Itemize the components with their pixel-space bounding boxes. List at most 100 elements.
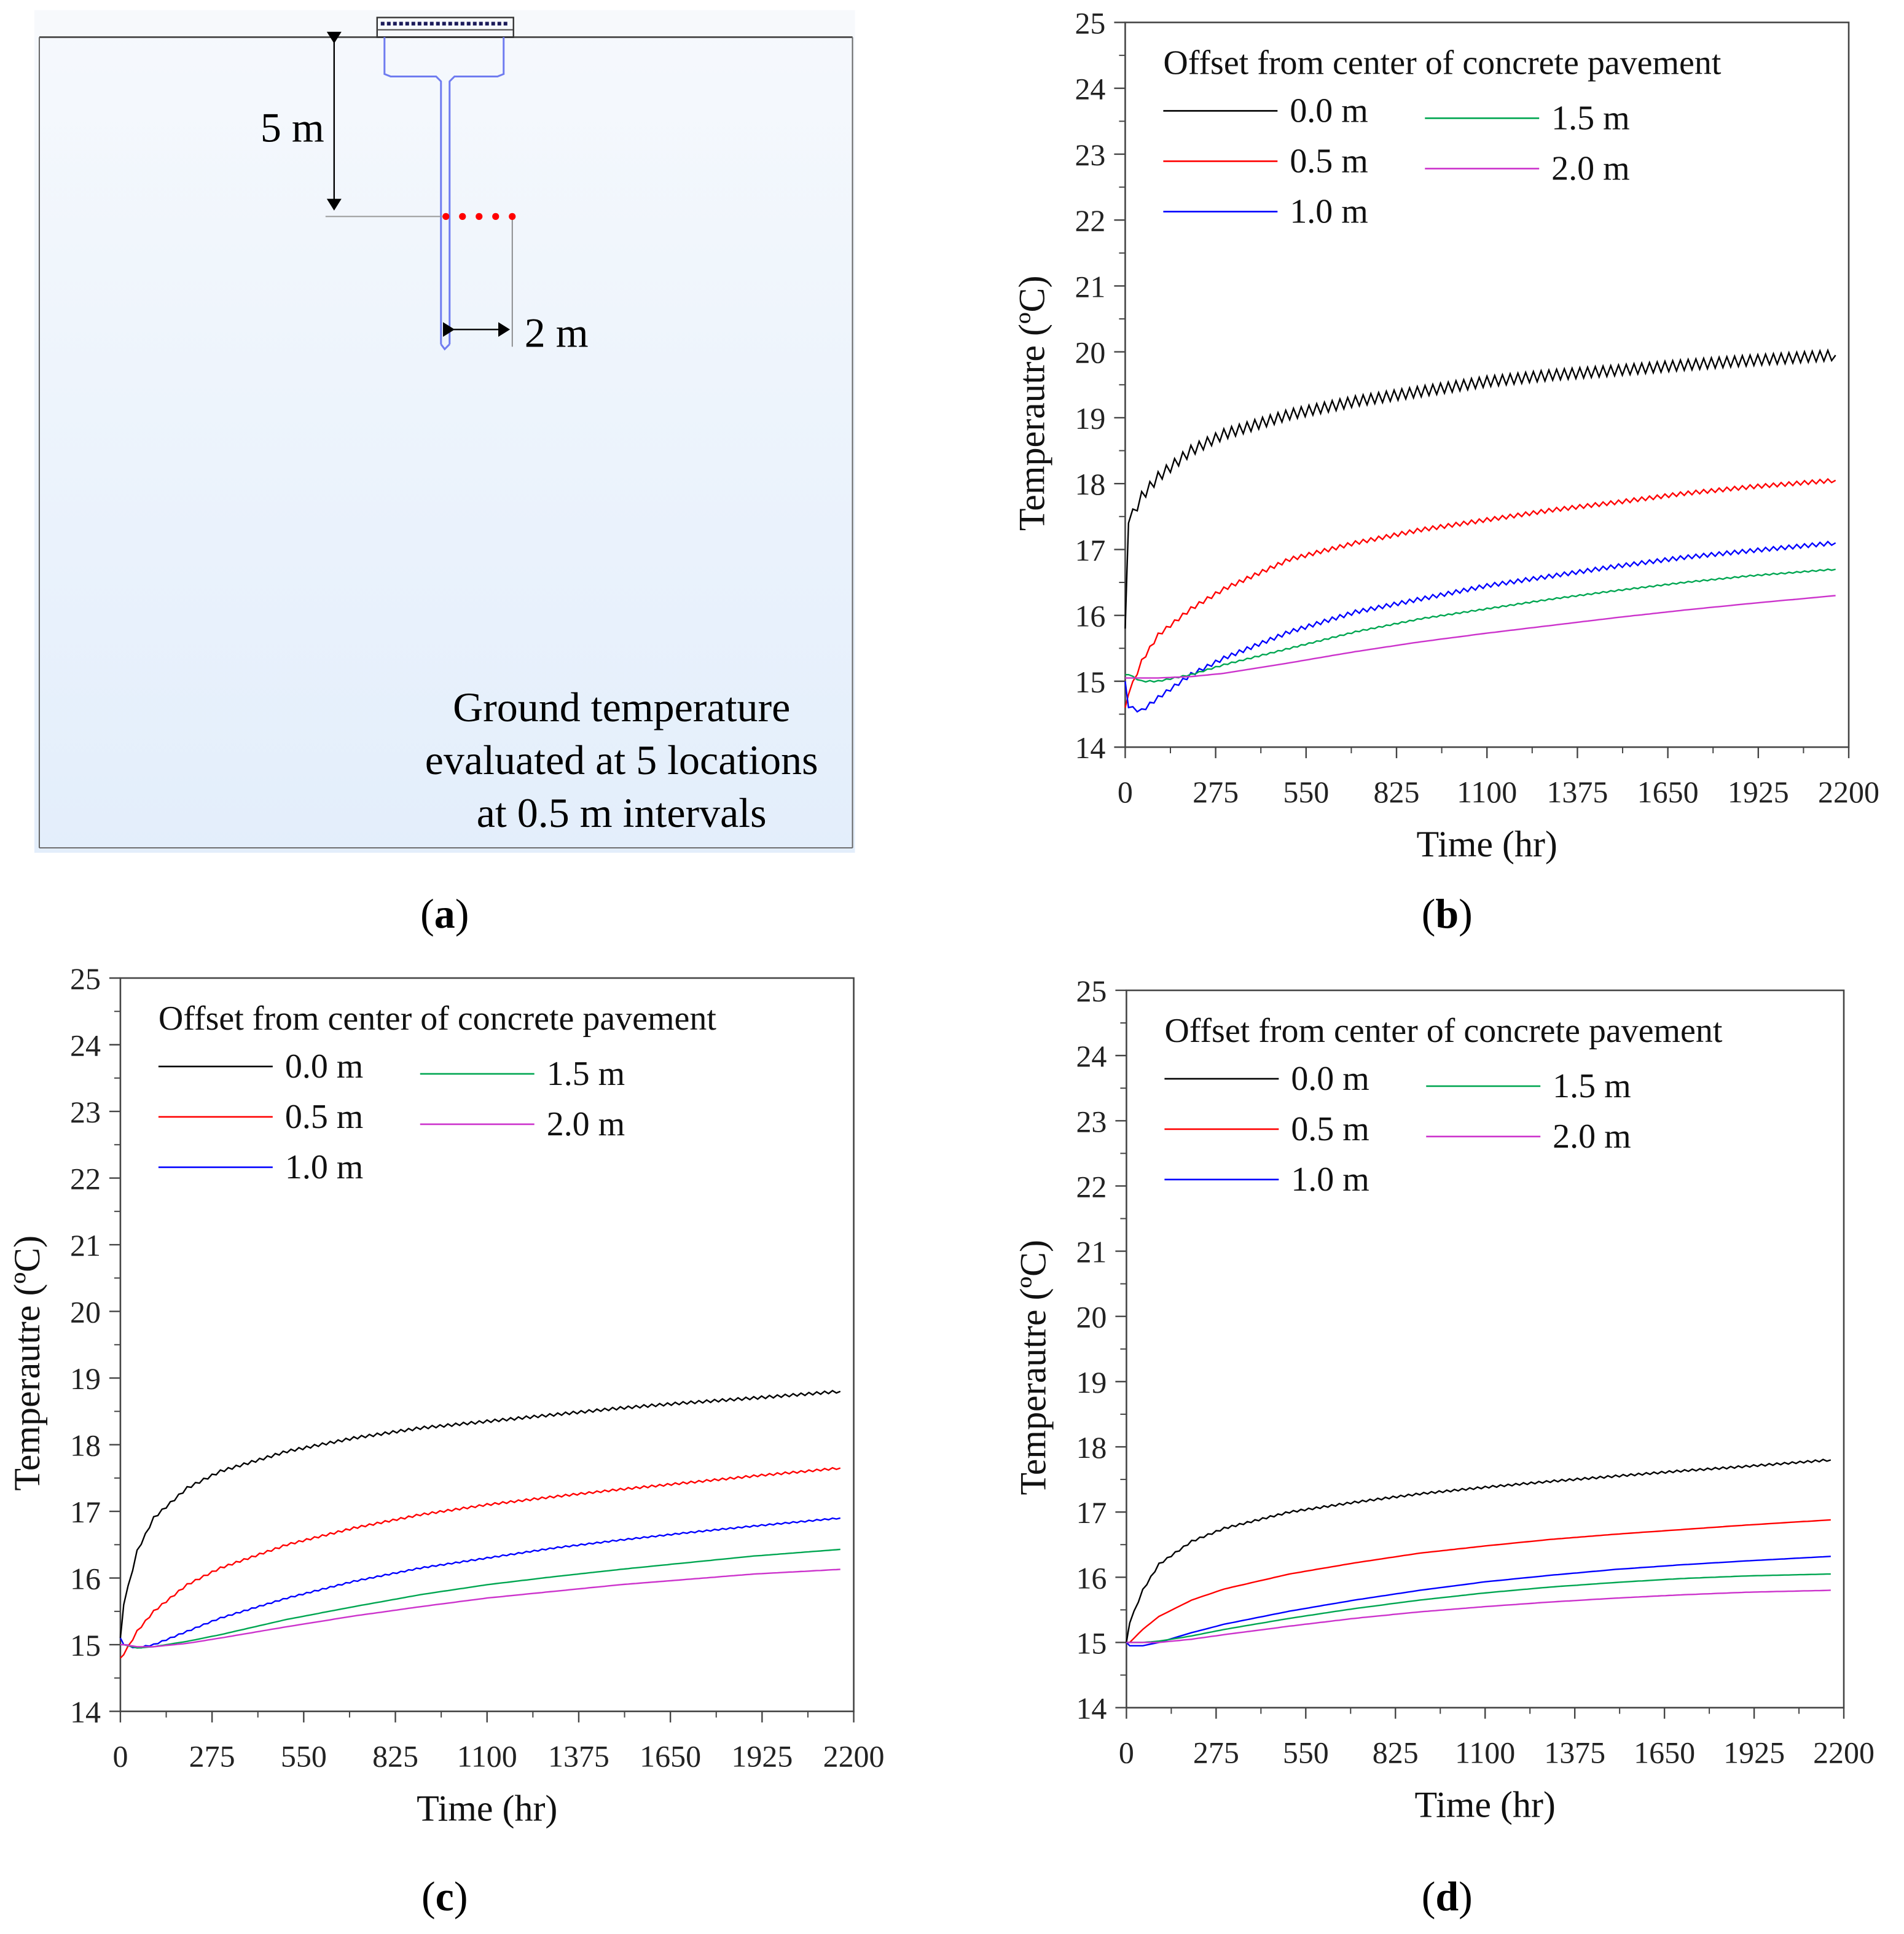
x-tick-label: 0 <box>112 1739 128 1774</box>
y-tick-label: 24 <box>1076 1039 1107 1073</box>
caption-line-3: at 0.5 m intervals <box>477 789 767 836</box>
y-tick-label: 21 <box>1076 1235 1107 1269</box>
series-line-0-5-m <box>1124 477 1836 708</box>
x-tick-label: 1925 <box>1728 775 1789 809</box>
depth-label: 5 m <box>261 104 324 151</box>
measurement-points <box>442 213 516 220</box>
y-tick-label: 15 <box>1076 1626 1107 1660</box>
legend-entry: 1.0 m <box>285 1148 364 1186</box>
y-axis-label: Temperautre (ºC) <box>1013 1240 1053 1495</box>
y-tick-label: 19 <box>1075 401 1105 436</box>
series-line-1-0-m <box>1126 1556 1831 1647</box>
chart-panel-b: 14 15 16 17 18 19 20 21 22 23 24 25 0 275 550 825 1100 13… <box>1011 6 1879 937</box>
y-axis-label: Temperautre (ºC) <box>7 1235 47 1491</box>
y-tick-label: 16 <box>1076 1560 1107 1595</box>
series-line-2-0-m <box>120 1568 840 1648</box>
y-tick-label: 23 <box>1075 138 1105 172</box>
y-axis-label: Temperautre (ºC) <box>1011 275 1052 531</box>
legend-entry: 0.0 m <box>1291 1060 1369 1098</box>
y-tick-label: 18 <box>70 1428 101 1463</box>
measurement-point <box>442 213 450 220</box>
y-tick-label: 21 <box>1075 269 1105 303</box>
x-tick-label: 1925 <box>1723 1736 1785 1770</box>
y-tick-label: 18 <box>1076 1430 1107 1465</box>
panel-label-a: (a) <box>420 890 469 937</box>
x-tick-label: 825 <box>1374 775 1420 809</box>
x-tick-label: 275 <box>189 1739 235 1774</box>
y-tick-label: 17 <box>1076 1495 1107 1530</box>
x-tick-label: 825 <box>372 1739 418 1774</box>
x-tick-label: 550 <box>1283 1736 1329 1770</box>
series-line-1-5-m <box>120 1548 840 1649</box>
y-tick-label: 22 <box>1076 1169 1107 1204</box>
y-tick-label: 19 <box>70 1361 101 1396</box>
legend: Offset from center of concrete pavement 0… <box>1164 1012 1723 1199</box>
y-tick-label: 18 <box>1075 467 1105 501</box>
panel-label-c: (c) <box>421 1873 468 1920</box>
y-tick-label: 17 <box>70 1495 101 1529</box>
series-line-0-0-m <box>119 1390 841 1638</box>
caption-line-2: evaluated at 5 locations <box>425 737 818 783</box>
x-tick-label: 550 <box>281 1739 327 1774</box>
y-tick-label: 17 <box>1075 533 1105 567</box>
x-tick-label: 275 <box>1193 775 1239 809</box>
series-line-2-0-m <box>1125 595 1836 679</box>
y-tick-label: 25 <box>70 961 101 996</box>
x-axis-label: Time (hr) <box>417 1788 557 1829</box>
x-tick-label: 1650 <box>1637 775 1699 809</box>
x-tick-label: 1650 <box>1634 1736 1695 1770</box>
panel-label-b: (b) <box>1422 890 1473 937</box>
y-tick-label: 16 <box>1075 599 1105 633</box>
series-line-2-0-m <box>1126 1589 1831 1643</box>
x-tick-label: 1100 <box>457 1739 517 1774</box>
panel-label-d: (d) <box>1422 1873 1473 1920</box>
legend-entry: 2.0 m <box>1551 149 1630 187</box>
x-tick-label: 0 <box>1119 1736 1134 1770</box>
y-tick-label: 22 <box>70 1162 101 1196</box>
series-line-0-0-m <box>1124 348 1836 629</box>
y-tick-label: 21 <box>70 1228 101 1263</box>
x-axis-label: Time (hr) <box>1415 1785 1556 1825</box>
measurement-point <box>492 213 500 220</box>
legend-entry: 1.5 m <box>1553 1067 1631 1105</box>
series-line-0-5-m <box>1126 1519 1831 1643</box>
y-tick-label: 24 <box>70 1028 101 1062</box>
y-tick-label: 20 <box>1075 335 1105 370</box>
series-line-0-5-m <box>120 1466 841 1659</box>
series-line-1-5-m <box>1126 1573 1831 1643</box>
x-tick-label: 275 <box>1193 1736 1239 1770</box>
measurement-point <box>459 213 466 220</box>
y-tick-label: 23 <box>1076 1104 1107 1138</box>
legend-entry: 2.0 m <box>1553 1118 1631 1156</box>
legend-entry: 0.5 m <box>1291 1110 1369 1148</box>
plot-frame <box>1124 22 1850 748</box>
x-tick-label: 1925 <box>731 1739 793 1774</box>
legend: Offset from center of concrete pavement 0… <box>1163 44 1722 230</box>
x-tick-label: 550 <box>1283 775 1329 809</box>
x-tick-label: 2200 <box>823 1739 885 1774</box>
x-tick-label: 1375 <box>548 1739 609 1774</box>
offset-label: 2 m <box>525 309 589 356</box>
heat-pipe <box>383 37 505 351</box>
y-tick-label: 25 <box>1075 6 1105 40</box>
y-tick-label: 14 <box>1076 1691 1107 1726</box>
legend-entry: 1.5 m <box>1551 99 1630 137</box>
legend-entry: 0.5 m <box>1290 142 1368 180</box>
x-axis-label: Time (hr) <box>1417 824 1557 864</box>
panel-a-schematic: 5 m 2 m Ground temperature evaluated at … <box>34 10 855 853</box>
legend-entry: 0.0 m <box>285 1047 364 1086</box>
y-tick-label: 24 <box>1075 72 1105 106</box>
x-tick-label: 825 <box>1373 1736 1419 1770</box>
concrete-pavement <box>376 17 514 38</box>
y-tick-label: 20 <box>1076 1300 1107 1334</box>
x-tick-label: 2200 <box>1818 775 1879 809</box>
series-line-1-0-m <box>1124 540 1836 713</box>
legend-entry: 1.0 m <box>1291 1161 1369 1199</box>
series-line-1-5-m <box>1125 568 1836 683</box>
x-tick-label: 1375 <box>1544 1736 1605 1770</box>
y-tick-label: 14 <box>1075 730 1105 765</box>
x-tick-label: 0 <box>1118 775 1133 809</box>
y-tick-label: 15 <box>1075 665 1105 699</box>
y-tick-label: 22 <box>1075 203 1105 238</box>
legend-title: Offset from center of concrete pavement <box>1163 44 1721 82</box>
